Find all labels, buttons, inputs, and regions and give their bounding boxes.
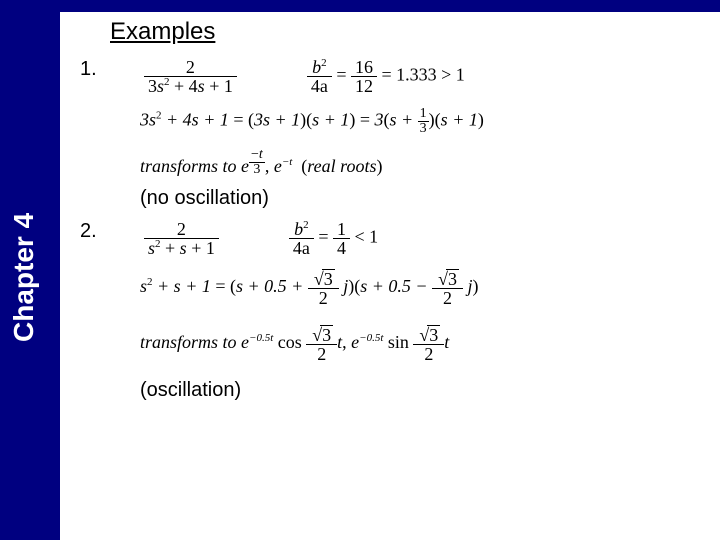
example-1-number: 1. (80, 58, 114, 81)
example-2-row-1: 2. 2 s2 + s + 1 b2 4a = 1 4 < 1 (80, 220, 700, 257)
ex1-note: (no oscillation) (140, 187, 700, 210)
ex2-transform: transforms to e−0.5t cos 32t, e−0.5t sin… (140, 325, 700, 363)
ex1-discriminant: b2 4a = 16 12 = 1.333 > 1 (307, 58, 465, 95)
ex1-transform: transforms to e−t3, e−t (real roots) (140, 148, 700, 177)
example-1-row-1: 1. 2 3s2 + 4s + 1 b2 4a = 16 12 = 1.333 … (80, 58, 700, 95)
slide-content: Examples 1. 2 3s2 + 4s + 1 b2 4a = 16 12… (60, 12, 720, 540)
ex2-factorization: s2 + s + 1 = (s + 0.5 + 32 j)(s + 0.5 − … (140, 269, 700, 307)
top-bar (0, 0, 720, 12)
ex1-tf: 2 3s2 + 4s + 1 (144, 58, 237, 95)
sidebar-stripe: Chapter 4 (0, 12, 60, 540)
ex2-note: (oscillation) (140, 379, 700, 402)
ex2-tf: 2 s2 + s + 1 (144, 220, 219, 257)
ex1-factorization: 3s2 + 4s + 1 = (3s + 1)(s + 1) = 3(s + 1… (140, 107, 700, 136)
example-2-number: 2. (80, 220, 114, 243)
ex2-discriminant: b2 4a = 1 4 < 1 (289, 220, 378, 257)
slide-title: Examples (110, 18, 700, 46)
chapter-label: Chapter 4 (8, 213, 40, 342)
